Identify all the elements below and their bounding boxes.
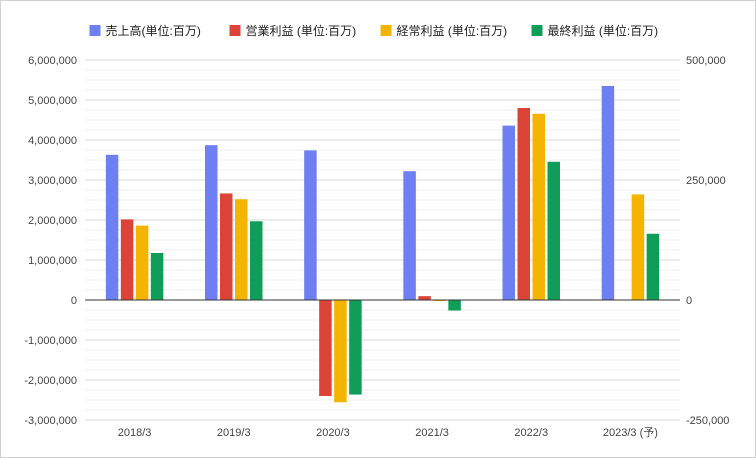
bar bbox=[547, 161, 560, 300]
legend-label: 最終利益 (単位:百万) bbox=[548, 23, 659, 38]
bar bbox=[418, 296, 431, 300]
bar bbox=[120, 219, 134, 300]
legend-swatch bbox=[89, 25, 101, 36]
x-tick-label: 2018/3 bbox=[118, 427, 152, 439]
left-tick-label: 0 bbox=[71, 295, 77, 307]
left-tick-label: -2,000,000 bbox=[24, 375, 77, 387]
bar bbox=[235, 199, 248, 300]
legend-label: 経常利益 (単位:百万) bbox=[397, 23, 508, 38]
bar bbox=[403, 171, 416, 300]
left-tick-label: 5,000,000 bbox=[28, 95, 77, 107]
x-tick-label: 2021/3 bbox=[415, 427, 449, 439]
legend-swatch bbox=[531, 25, 543, 36]
bar bbox=[319, 300, 332, 396]
bar bbox=[205, 145, 218, 300]
right-tick-label: 0 bbox=[686, 295, 692, 307]
right-tick-label: -250,000 bbox=[686, 415, 729, 427]
x-tick-label: 2019/3 bbox=[217, 427, 251, 439]
left-tick-label: 2,000,000 bbox=[28, 215, 77, 227]
bar bbox=[646, 233, 660, 300]
legend-label: 売上高(単位:百万) bbox=[106, 23, 201, 38]
bar bbox=[601, 86, 615, 300]
left-tick-label: 1,000,000 bbox=[28, 255, 77, 267]
bar bbox=[349, 300, 362, 395]
x-tick-label: 2020/3 bbox=[316, 427, 350, 439]
bar bbox=[105, 154, 119, 300]
right-tick-label: 250,000 bbox=[686, 175, 726, 187]
left-tick-label: -1,000,000 bbox=[24, 335, 77, 347]
left-axis-ticks: 6,000,000 5,000,000 4,000,000 3,000,000 2,00… bbox=[24, 55, 77, 427]
legend-swatch bbox=[229, 25, 241, 36]
right-axis-ticks: 500,000 250,000 0 -250,000 bbox=[686, 55, 729, 427]
x-tick-label: 2022/3 bbox=[514, 427, 548, 439]
gridlines bbox=[85, 59, 680, 421]
legend: 売上高(単位:百万) 営業利益 (単位:百万) 経常利益 (単位:百万) 最終利益 (… bbox=[89, 23, 659, 38]
bar bbox=[250, 221, 263, 300]
left-tick-label: -3,000,000 bbox=[24, 415, 77, 427]
bar bbox=[304, 150, 317, 300]
bar bbox=[334, 300, 347, 403]
x-tick-label: 2023/3 (予) bbox=[603, 426, 658, 439]
bar bbox=[517, 108, 530, 300]
bar bbox=[448, 300, 461, 311]
bar bbox=[631, 194, 645, 300]
bar bbox=[502, 125, 515, 300]
legend-swatch bbox=[380, 25, 392, 36]
x-axis-ticks: 2018/3 2019/3 2020/3 2021/3 2022/3 2023/3 (予) bbox=[118, 426, 658, 439]
bar bbox=[135, 225, 149, 300]
left-tick-label: 6,000,000 bbox=[28, 55, 77, 67]
right-tick-label: 500,000 bbox=[686, 55, 726, 67]
bar bbox=[220, 193, 233, 300]
left-tick-label: 4,000,000 bbox=[28, 135, 77, 147]
bars bbox=[105, 86, 660, 403]
legend-label: 営業利益 (単位:百万) bbox=[246, 23, 357, 38]
bar bbox=[150, 252, 164, 300]
bar bbox=[532, 113, 545, 300]
left-tick-label: 3,000,000 bbox=[28, 175, 77, 187]
